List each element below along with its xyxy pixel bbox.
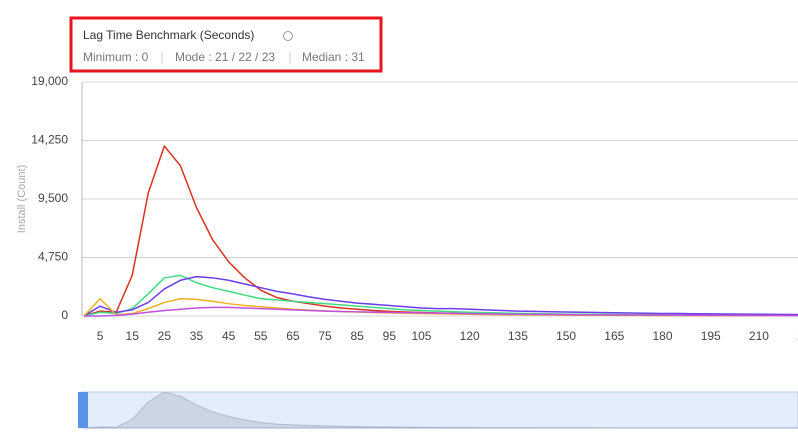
stat-mode: Mode : 21 / 22 / 23 bbox=[175, 50, 275, 64]
highlight-box bbox=[69, 16, 383, 73]
x-tick-label: 165 bbox=[604, 329, 624, 343]
x-tick-label: 85 bbox=[351, 329, 365, 343]
y-tick-label: 14,250 bbox=[31, 133, 68, 147]
x-tick-label: 95 bbox=[383, 329, 397, 343]
x-tick-label: 25 bbox=[158, 329, 172, 343]
y-tick-label: 0 bbox=[61, 308, 68, 322]
x-tick-label: 210 bbox=[749, 329, 769, 343]
x-tick-label: 55 bbox=[254, 329, 268, 343]
info-icon[interactable] bbox=[283, 31, 293, 41]
x-tick-label: 45 bbox=[222, 329, 236, 343]
series-line bbox=[83, 145, 798, 317]
stat-median: Median : 31 bbox=[302, 50, 365, 64]
x-tick-label: 35 bbox=[190, 329, 204, 343]
y-tick-label: 19,000 bbox=[31, 74, 68, 88]
x-tick-label: 15 bbox=[126, 329, 140, 343]
navigator-handle[interactable] bbox=[78, 392, 88, 428]
y-tick-label: 4,750 bbox=[38, 250, 68, 264]
chart-title: Lag Time Benchmark (Seconds) bbox=[83, 28, 254, 42]
y-axis-label: Install (Count) bbox=[16, 165, 28, 233]
series-line bbox=[83, 274, 798, 317]
navigator[interactable] bbox=[81, 391, 798, 429]
series-line bbox=[84, 306, 798, 317]
x-tick-label: 65 bbox=[286, 329, 300, 343]
x-tick-label: 5 bbox=[97, 329, 104, 343]
x-tick-label: 150 bbox=[556, 329, 576, 343]
series-line bbox=[83, 275, 798, 317]
x-tick-label: 135 bbox=[508, 329, 528, 343]
y-tick-label: 9,500 bbox=[38, 191, 68, 205]
x-tick-label: 180 bbox=[653, 329, 673, 343]
x-tick-label: 105 bbox=[411, 329, 431, 343]
x-tick-label: 195 bbox=[701, 329, 721, 343]
navigator-area bbox=[83, 391, 798, 429]
x-tick-label: 120 bbox=[460, 329, 480, 343]
stat-minimum: Minimum : 0 bbox=[83, 50, 149, 64]
x-tick-label: 75 bbox=[318, 329, 332, 343]
